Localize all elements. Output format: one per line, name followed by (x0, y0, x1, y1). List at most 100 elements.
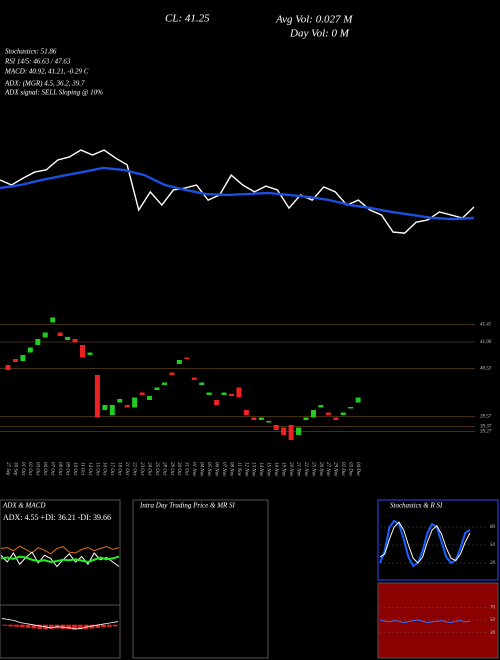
line-series (0, 545, 120, 555)
histogram-bar (72, 624, 77, 630)
candle-body (169, 372, 175, 375)
candle-body (65, 337, 71, 340)
y-tick-label: 80 (490, 525, 496, 530)
x-tick-label: 23 Oct (139, 462, 144, 476)
line-series (0, 551, 120, 568)
candle-body (273, 425, 279, 430)
x-tick-label: 29 Nov (333, 462, 338, 477)
x-tick-label: 06 Nov (213, 462, 218, 477)
x-tick-label: 01 Oct (20, 462, 25, 476)
x-tick-label: 11 Nov (236, 462, 241, 477)
candle-body (236, 387, 242, 398)
line-series (0, 149, 475, 234)
x-tick-label: 30 Oct (176, 462, 181, 476)
candle-body (288, 425, 294, 440)
avg-volume: Avg Vol: 0.027 M (275, 14, 353, 26)
x-tick-label: 14 Oct (87, 462, 92, 476)
panel-subtitle: ADX: 4.55 +DI: 36.21 -DI: 39.66 (3, 513, 111, 522)
x-tick-label: 22 Nov (303, 462, 308, 477)
x-tick-label: 04 Dec (355, 462, 360, 477)
rsi-panel (377, 582, 499, 659)
x-tick-label: 21 Oct (124, 462, 129, 476)
candle-body (355, 397, 361, 403)
candle-body (243, 410, 249, 415)
y-tick-label: 50 (490, 543, 496, 548)
x-tick-label: 29 Oct (169, 462, 174, 476)
x-tick-label: 31 Oct (184, 462, 189, 476)
candle-body (94, 375, 100, 418)
candle-body (333, 417, 339, 420)
x-tick-label: 18 Oct (117, 462, 122, 476)
line-series (379, 521, 471, 564)
candle-body (139, 392, 145, 395)
x-tick-label: 21 Nov (295, 462, 300, 477)
price-level-label: 39.37 (480, 425, 492, 430)
x-tick-label: 02 Oct (27, 462, 32, 476)
x-tick-label: 12 Nov (243, 462, 248, 477)
x-tick-label: 04 Nov (199, 462, 204, 477)
candle-body (5, 365, 11, 370)
candle-body (147, 396, 153, 400)
y-tick-label: 30 (490, 631, 496, 636)
candle-body (199, 382, 205, 385)
x-tick-label: 17 Oct (109, 462, 114, 476)
x-tick-label: 22 Oct (132, 462, 137, 476)
candle-body (229, 394, 234, 396)
candle-body (184, 357, 190, 359)
x-tick-label: 27 Nov (325, 462, 330, 477)
line-series (0, 555, 120, 564)
x-tick-label: 27 Sep (5, 462, 10, 476)
candle-body (42, 332, 48, 338)
candle-body (340, 412, 346, 415)
x-tick-label: 08 Oct (57, 462, 62, 476)
candle-body (35, 339, 41, 345)
x-tick-label: 15 Nov (266, 462, 271, 477)
macd: MACD: 40.92, 41.21, -0.29 C (4, 68, 89, 76)
x-tick-label: 04 Oct (42, 462, 47, 476)
panel-title: Intra Day Trading Price & MR SI (139, 502, 236, 510)
candle-body (318, 405, 324, 408)
x-tick-label: 03 Dec (348, 462, 353, 477)
histogram-bar (19, 624, 25, 628)
x-tick-label: 14 Nov (258, 462, 263, 477)
candle-body (258, 417, 264, 420)
x-tick-label: 30 Sep (12, 462, 17, 476)
candle-body (281, 427, 287, 435)
x-tick-label: 19 Nov (281, 462, 286, 477)
x-tick-label: 02 Dec (340, 462, 345, 477)
histogram-bar (95, 624, 101, 628)
price-level-label: 40.53 (480, 367, 492, 372)
candle-body (266, 421, 272, 423)
x-tick-label: 16 Oct (102, 462, 107, 476)
histogram-bar (77, 624, 83, 630)
y-tick-label: 20 (490, 561, 496, 566)
x-tick-label: 20 Nov (288, 462, 293, 477)
candle-body (102, 405, 108, 410)
candle-body (87, 352, 93, 355)
candle-body (20, 355, 26, 361)
price-level-label: 39.57 (480, 415, 492, 420)
candle-body (57, 332, 63, 336)
x-tick-label: 18 Nov (273, 462, 278, 477)
candle-body (109, 405, 115, 415)
candle-body (206, 392, 212, 395)
candle-body (161, 382, 167, 385)
x-tick-label: 09 Oct (64, 462, 69, 476)
x-tick-label: 05 Nov (206, 462, 211, 477)
x-tick-label: 13 Nov (251, 462, 256, 477)
histogram-bar (101, 624, 106, 628)
y-tick-label: 70 (490, 605, 496, 610)
candle-body (124, 405, 130, 408)
candle-body (251, 417, 257, 420)
histogram-bar (25, 624, 31, 628)
stoch-panel (377, 499, 499, 581)
panel-title: Stochastics & R SI (390, 502, 443, 510)
candle-body (310, 410, 316, 418)
histogram-bar (60, 624, 66, 629)
candle-body (50, 317, 56, 323)
panel-title: ADX & MACD (2, 502, 45, 510)
candle-body (117, 399, 123, 403)
stochastics: Stochastics: 51.86 (5, 48, 57, 56)
